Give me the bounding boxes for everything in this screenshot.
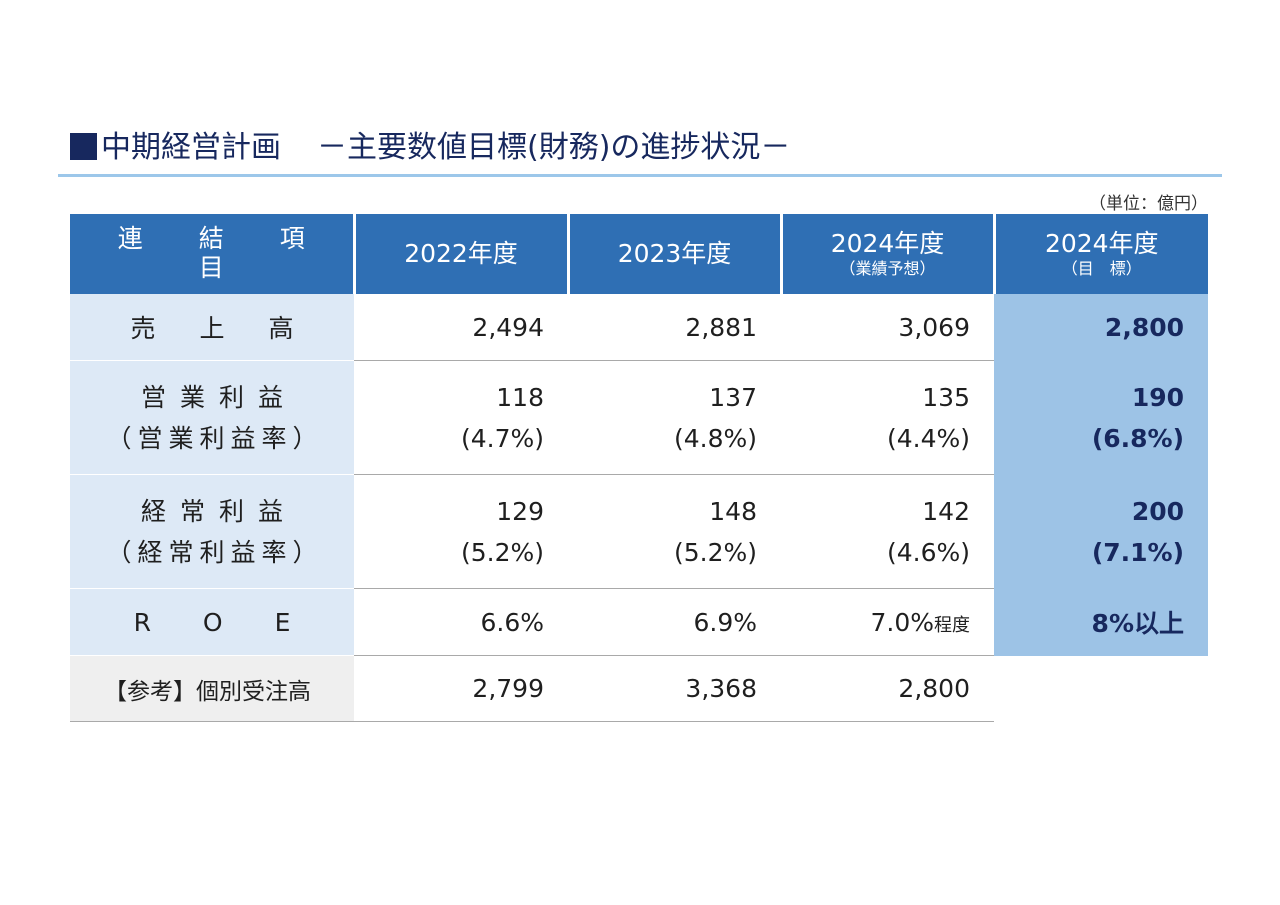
table-row-roe: ROE 6.6% 6.9% 7.0%程度 8%以上 [70,588,1208,656]
financial-targets-table: 連 結 項 目 2022年度 2023年度 2024年度 （業績予想） 2024年… [70,214,1208,722]
row-label-ordinary-profit: 経常利益 （経常利益率） [70,474,354,589]
table-row-orders: 【参考】個別受注高 2,799 3,368 2,800 [70,655,1208,722]
table-row-operating-profit: 営業利益 （営業利益率） 118 (4.7%) 137 (4.8%) 135 (4.4… [70,360,1208,475]
cell-orders-2024f: 2,800 [781,655,994,722]
cell-roe-2023: 6.9% [568,588,781,656]
title-underline [58,174,1222,177]
cell-ord-target: 200 (7.1%) [994,474,1208,589]
table-header-row: 連 結 項 目 2022年度 2023年度 2024年度 （業績予想） 2024年… [70,214,1208,294]
title-main: 中期経営計画 [101,130,281,165]
unit-note: （単位：億円） [1089,194,1208,214]
header-item: 連 結 項 目 [70,214,354,294]
header-2024-target: 2024年度 （目 標） [992,214,1208,294]
cell-sales-target: 2,800 [994,294,1208,361]
header-2022: 2022年度 [352,214,568,294]
cell-roe-2022: 6.6% [354,588,568,656]
cell-sales-2023: 2,881 [568,294,781,361]
header-2023: 2023年度 [566,214,781,294]
cell-orders-target-empty [994,655,1208,722]
cell-ord-2024f: 142 (4.6%) [781,474,994,589]
row-label-sales: 売上高 [70,294,354,361]
row-label-operating-profit: 営業利益 （営業利益率） [70,360,354,475]
cell-op-2022: 118 (4.7%) [354,360,568,475]
cell-orders-2022: 2,799 [354,655,568,722]
cell-op-target: 190 (6.8%) [994,360,1208,475]
cell-sales-2024f: 3,069 [781,294,994,361]
row-label-roe: ROE [70,588,354,656]
cell-ord-2023: 148 (5.2%) [568,474,781,589]
cell-ord-2022: 129 (5.2%) [354,474,568,589]
cell-orders-2023: 3,368 [568,655,781,722]
cell-roe-target: 8%以上 [994,588,1208,656]
table-row-sales: 売上高 2,494 2,881 3,069 2,800 [70,294,1208,361]
square-bullet-icon [70,133,97,160]
header-2024-forecast: 2024年度 （業績予想） [779,214,994,294]
cell-sales-2022: 2,494 [354,294,568,361]
row-label-orders: 【参考】個別受注高 [70,655,354,722]
table-row-ordinary-profit: 経常利益 （経常利益率） 129 (5.2%) 148 (5.2%) 142 (4.6… [70,474,1208,589]
cell-op-2023: 137 (4.8%) [568,360,781,475]
cell-roe-2024f: 7.0%程度 [781,588,994,656]
cell-op-2024f: 135 (4.4%) [781,360,994,475]
page-title: 中期経営計画 －主要数値目標(財務)の進捗状況－ [70,128,790,168]
title-sub: －主要数値目標(財務)の進捗状況－ [317,130,791,165]
